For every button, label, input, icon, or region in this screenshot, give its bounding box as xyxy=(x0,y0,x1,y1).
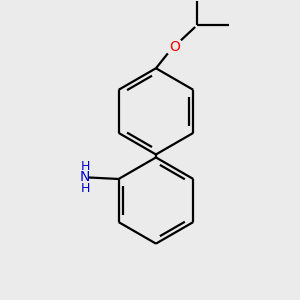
Text: O: O xyxy=(169,40,180,54)
Text: H: H xyxy=(80,160,90,173)
Text: H: H xyxy=(80,182,90,195)
Text: N: N xyxy=(79,170,90,184)
